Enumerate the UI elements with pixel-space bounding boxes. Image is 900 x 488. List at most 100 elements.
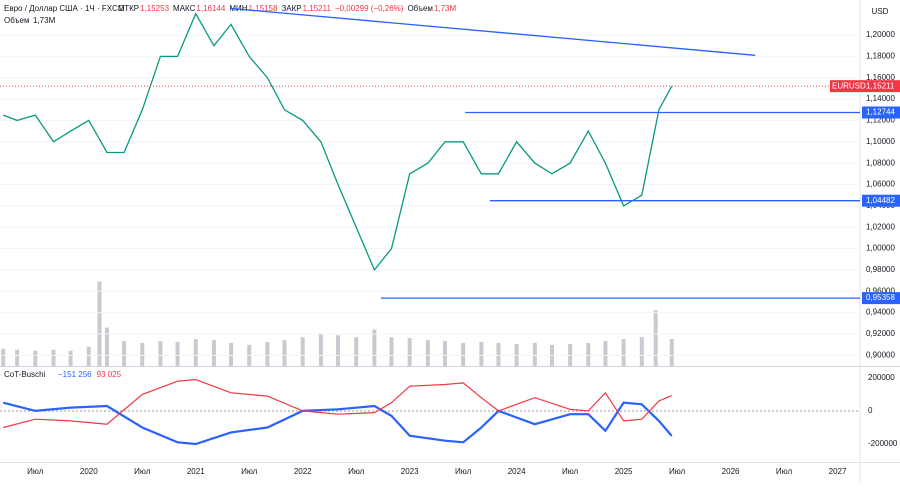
volume-bar (140, 342, 145, 366)
volume-bar (282, 340, 287, 366)
x-tick-label: Июл (27, 467, 44, 476)
y-tick-label: 200000 (868, 373, 895, 382)
volume-bar (639, 337, 644, 366)
x-tick-label: Июл (134, 467, 151, 476)
indicator-value: 93 025 (97, 370, 122, 379)
header-close-label: ЗАКР (281, 4, 301, 13)
header-open: 1,15253 (140, 4, 169, 13)
x-tick-label: 2024 (508, 467, 526, 476)
x-tick-label: 2022 (294, 467, 312, 476)
volume-bar (372, 329, 377, 366)
x-tick-label: Июл (241, 467, 258, 476)
volume-bar (97, 281, 102, 366)
header-close: 1,15211 (303, 4, 332, 13)
x-tick-label: 2020 (80, 467, 98, 476)
x-tick-label: 2021 (187, 467, 205, 476)
header-change: −0,00299 (−0,26%) (335, 4, 404, 13)
x-tick-label: Июл (562, 467, 579, 476)
last-price-box (830, 80, 900, 93)
volume-bar (193, 339, 198, 366)
y-tick-label: 1,16000 (866, 73, 895, 82)
volume-bar (1, 348, 6, 366)
y-tick-label: 1,10000 (866, 137, 895, 146)
volume-bar (461, 342, 466, 366)
x-tick-label: 2025 (615, 467, 633, 476)
volume-bar (586, 342, 591, 366)
volume-value: 1,73M (33, 16, 56, 25)
volume-bar (175, 342, 180, 366)
cot-line (3, 378, 672, 429)
volume-bar (532, 342, 537, 366)
volume-bar (300, 337, 305, 366)
header-volume-label: Объем (407, 4, 433, 13)
volume-bar (479, 342, 484, 366)
volume-bar (407, 338, 412, 366)
y-tick-label: 0,98000 (866, 265, 895, 274)
price-line (2, 12, 673, 272)
volume-bar (621, 339, 626, 366)
y-tick-label: 1,20000 (866, 30, 895, 39)
volume-bar (229, 342, 234, 366)
volume-bar (15, 349, 20, 366)
volume-bar (336, 335, 341, 366)
y-tick-label: 0,96000 (866, 286, 895, 295)
last-price-label: 1,15211 (866, 81, 895, 90)
volume-bar (265, 342, 270, 366)
y-tick-label: 0,90000 (866, 350, 895, 359)
volume-bar (86, 346, 91, 366)
x-tick-label: Июл (669, 467, 686, 476)
header-high: 1,16144 (196, 4, 225, 13)
volume-bar (122, 341, 127, 366)
volume-label: Объем (4, 16, 30, 25)
volume-bar (496, 342, 501, 366)
header-open-label: ОТКР (118, 4, 139, 13)
volume-bar (318, 333, 323, 366)
volume-bar (425, 340, 430, 366)
volume-bar (33, 350, 38, 366)
volume-bar (211, 340, 216, 366)
volume-bar (68, 350, 73, 366)
volume-bar (669, 339, 674, 366)
indicator-title: CoT-Buschi (4, 370, 46, 379)
header-high-label: МАКС (173, 4, 196, 13)
y-tick-label: 0,92000 (866, 329, 895, 338)
volume-bar (51, 349, 56, 366)
y-tick-label: 0,94000 (866, 308, 895, 317)
x-tick-label: 2027 (829, 467, 847, 476)
x-tick-label: Июл (348, 467, 365, 476)
last-price-name: EURUSD (832, 81, 866, 90)
volume-bar (653, 310, 658, 366)
volume-bar (389, 337, 394, 366)
volume-bar (158, 341, 163, 366)
volume-bar (603, 341, 608, 366)
volume-bar (354, 337, 359, 366)
y-tick-label: 1,14000 (866, 94, 895, 103)
y-tick-label: 1,00000 (866, 244, 895, 253)
y-tick-label: 0 (868, 406, 873, 415)
x-tick-label: Июл (776, 467, 793, 476)
indicator-value: −151 256 (58, 370, 92, 379)
header-volume: 1,73M (434, 4, 457, 13)
x-tick-label: 2026 (722, 467, 740, 476)
level-label: 0,95358 (866, 293, 895, 302)
volume-bar (104, 327, 109, 366)
y-tick-label: 1,12000 (866, 116, 895, 125)
symbol: Евро / Доллар США · 1Ч · FXCM (4, 4, 125, 13)
level-box (862, 194, 900, 207)
volume-bar (442, 341, 447, 366)
y-tick-label: 1,02000 (866, 222, 895, 231)
level-label: 1,04482 (866, 196, 895, 205)
cot-line (2, 401, 673, 446)
y-tick-label: -200000 (868, 439, 898, 448)
y-tick-label: 1,06000 (866, 180, 895, 189)
level-label: 1,12744 (866, 108, 895, 117)
trendline (229, 7, 756, 56)
y-tick-label: 1,18000 (866, 51, 895, 60)
header-low: 1,15158 (249, 4, 278, 13)
x-tick-label: 2023 (401, 467, 419, 476)
currency: USD (872, 7, 889, 16)
x-tick-label: Июл (455, 467, 472, 476)
y-tick-label: 1,08000 (866, 158, 895, 167)
